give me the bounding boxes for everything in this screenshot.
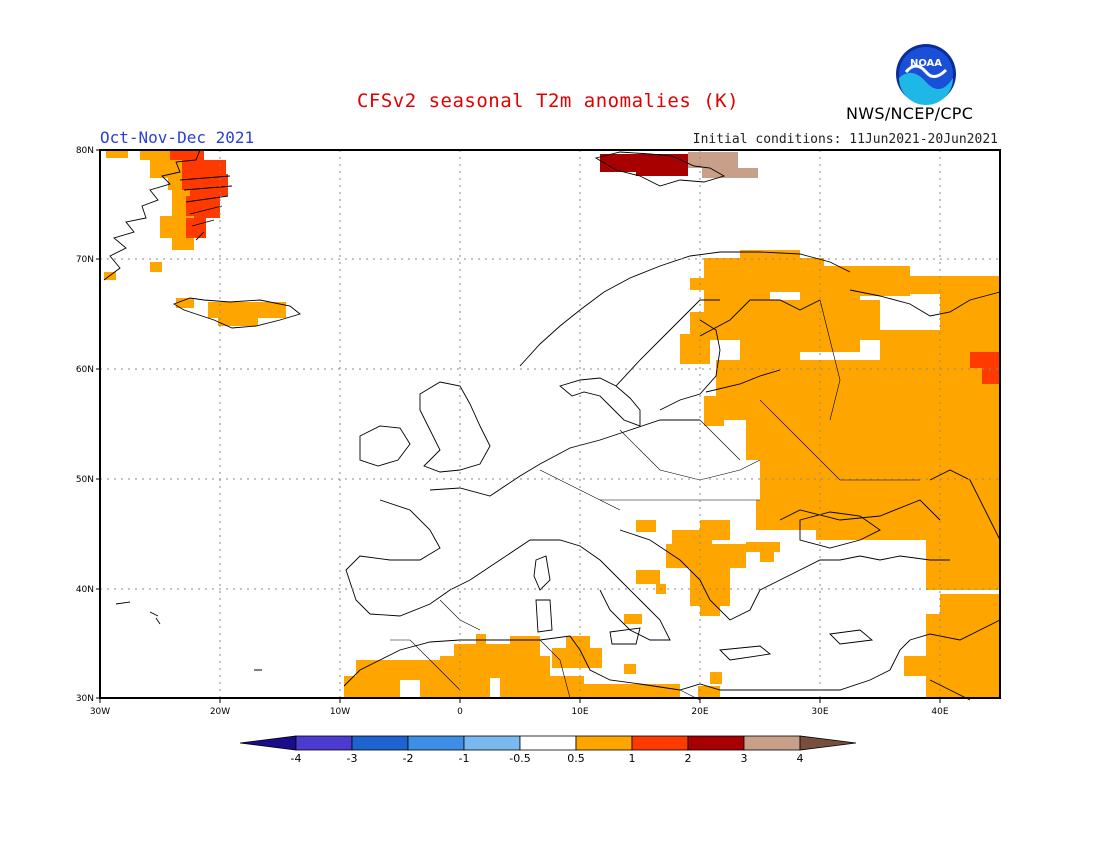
colorbar-swatch [463,735,521,751]
lat-label-80n: 80N [76,146,94,156]
lon-label-20w: 20W [210,707,230,717]
axis-ticks [96,149,941,703]
colorbar-swatch [295,735,353,751]
map-frame [99,149,1001,699]
colorbar-arrow-low [239,735,297,751]
colorbar-tick-label: -0.5 [509,752,531,765]
colorbar-tick-label: 4 [796,752,804,765]
gridlines [100,150,1000,698]
season-label: Oct-Nov-Dec 2021 [100,128,255,147]
lat-label-60n: 60N [76,365,94,375]
lat-label-30n: 30N [76,694,94,704]
lon-label-40e: 40E [931,707,948,717]
coastlines [103,149,1001,701]
initial-conditions-label: Initial conditions: 11Jun2021-20Jun2021 [692,132,998,147]
lat-label-40n: 40N [76,585,94,595]
map-title: CFSv2 seasonal T2m anomalies (K) [356,90,740,112]
colorbar-swatch [631,735,689,751]
lon-label-20e: 20E [691,707,708,717]
lon-label-10e: 10E [571,707,588,717]
colorbar-tick-label: 3 [740,752,748,765]
logo-text: NOAA [910,58,942,69]
colorbar-tick-label: -2 [402,752,414,765]
lat-label-50n: 50N [76,475,94,485]
colorbar-swatch [575,735,633,751]
lon-label-0: 0 [457,707,463,717]
colorbar-swatch [351,735,409,751]
colorbar-swatch [687,735,745,751]
lon-label-10w: 10W [330,707,350,717]
colorbar-tick-label: -1 [458,752,470,765]
colorbar-tick-label: 0.5 [567,752,585,765]
lon-label-30e: 30E [811,707,828,717]
noaa-logo-icon: NOAA [896,44,956,105]
lon-label-30w: 30W [90,707,110,717]
colorbar [239,735,857,751]
colorbar-swatch [407,735,465,751]
colorbar-tick-label: -3 [346,752,358,765]
colorbar-swatch [519,735,577,751]
colorbar-tick-label: 1 [628,752,636,765]
colorbar-tick-label: -4 [290,752,302,765]
colorbar-swatch [743,735,801,751]
agency-label: NWS/NCEP/CPC [846,104,974,123]
colorbar-arrow-high [799,735,857,751]
colorbar-tick-label: 2 [684,752,692,765]
anomaly-cells [104,150,1000,698]
lat-label-70n: 70N [76,255,94,265]
